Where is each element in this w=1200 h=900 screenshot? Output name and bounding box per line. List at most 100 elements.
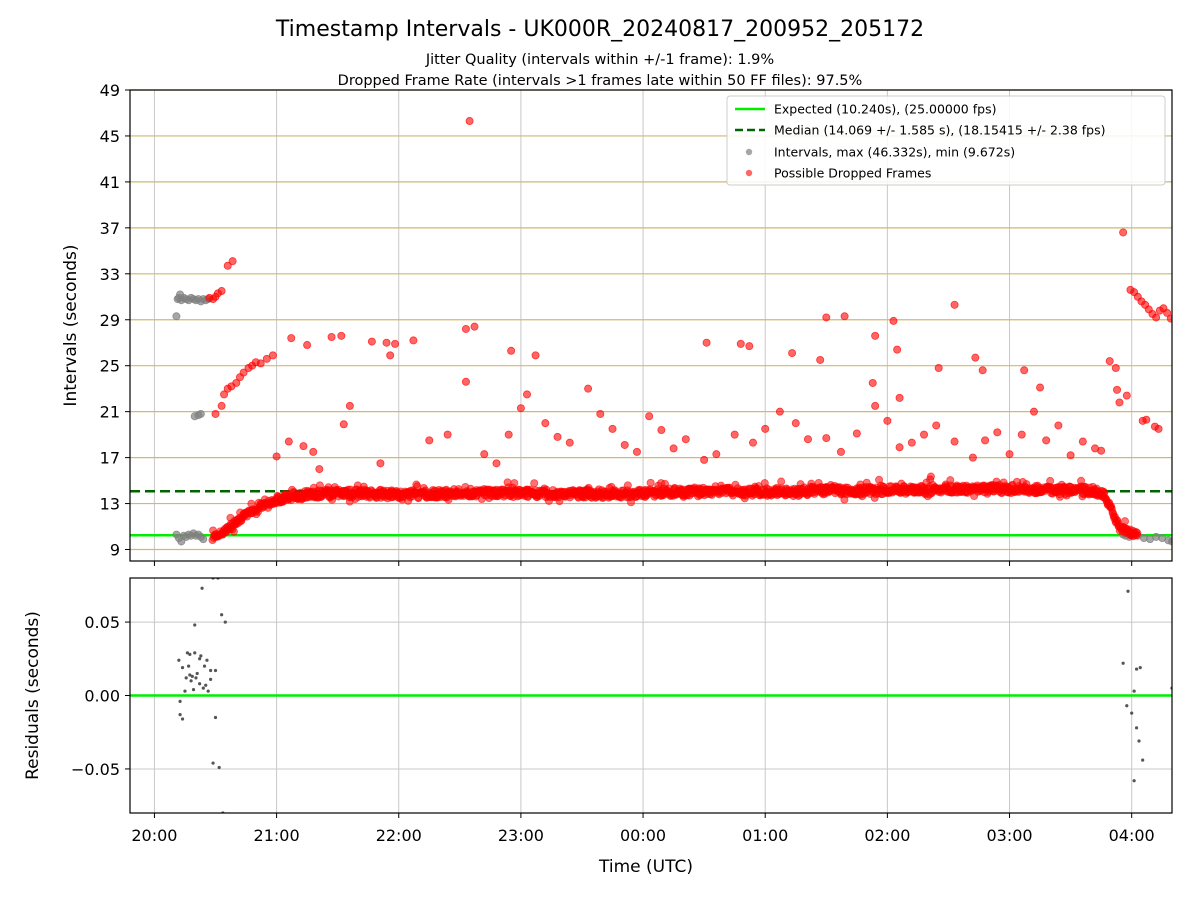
residual-point <box>1134 726 1139 730</box>
dropped-frame-point <box>1152 313 1161 322</box>
dropped-frame-point <box>425 436 434 445</box>
dropped-frame-point <box>657 426 666 435</box>
dropped-frame-point <box>1029 407 1038 416</box>
dropped-frame-point <box>228 257 237 266</box>
x-tick-label: 04:00 <box>1109 826 1155 845</box>
dropped-frame-point <box>584 384 593 393</box>
dropped-frame-point <box>382 338 391 347</box>
residual-point <box>191 688 196 692</box>
dropped-frame-point <box>1133 529 1142 538</box>
y-tick-label-top: 33 <box>100 265 120 284</box>
residuals-panel: 20:00 21:00 22:00 23:00 00:00 01:00 02:00 03:00… <box>23 577 1173 877</box>
legend-entry: Median (14.069 +/- 1.585 s), (18.15415 +… <box>774 123 1105 138</box>
dropped-frame-point <box>531 351 540 360</box>
interval-point <box>1168 537 1172 546</box>
dropped-frame-point <box>702 338 711 347</box>
dropped-frame-point <box>309 447 318 456</box>
dropped-frame-point <box>926 472 935 481</box>
x-tick-label: 03:00 <box>986 826 1032 845</box>
y-tick-label-top: 13 <box>100 495 120 514</box>
x-tick-label: 02:00 <box>864 826 910 845</box>
dropped-frame-point <box>480 450 489 459</box>
dropped-frame-point <box>1017 430 1026 439</box>
dropped-frame-point <box>303 341 312 350</box>
dropped-frame-point <box>596 409 605 418</box>
dropped-frame-point <box>386 351 395 360</box>
residual-points <box>177 578 1172 813</box>
residuals-axes-frame <box>129 577 1173 814</box>
dropped-frame-point <box>791 419 800 428</box>
x-tick-label: 23:00 <box>498 826 544 845</box>
dropped-frame-point <box>1005 450 1014 459</box>
dropped-frame-point <box>822 434 831 443</box>
dropped-frame-point <box>950 437 959 446</box>
y-tick-label-bottom: 0.05 <box>84 613 120 632</box>
dropped-frame-point <box>1036 383 1045 392</box>
intervals-panel: 9 13 17 21 25 29 33 37 41 45 49 Intervals (seconds)… <box>61 81 1173 566</box>
chart-subtitle-jitter: Jitter Quality (intervals within +/-1 fr… <box>425 52 774 68</box>
residual-point <box>1138 665 1142 670</box>
dropped-frame-point <box>315 465 324 474</box>
residual-point <box>1137 739 1141 743</box>
residual-point <box>198 682 202 686</box>
dropped-frame-point <box>934 364 943 373</box>
residual-point <box>185 651 190 655</box>
residual-point <box>1125 704 1129 708</box>
dropped-frame-point <box>1020 366 1029 375</box>
residual-point <box>220 613 224 617</box>
dropped-frame-point <box>1097 446 1106 455</box>
y-tick-label-top: 21 <box>100 403 120 422</box>
residual-point <box>1134 667 1139 671</box>
dropped-frame-point <box>620 440 629 449</box>
dropped-frame-point <box>504 430 513 439</box>
residual-point <box>204 683 208 687</box>
dropped-frame-point <box>623 481 632 490</box>
legend-box <box>726 95 1166 186</box>
x-tick-label: 01:00 <box>742 826 788 845</box>
residual-point <box>180 665 185 670</box>
dropped-frame-point <box>893 345 902 354</box>
y-axis-label-intervals: Intervals (seconds) <box>61 244 81 406</box>
residual-point <box>188 652 192 656</box>
dropped-frames-band <box>208 472 1142 545</box>
dropped-frame-point <box>262 354 271 363</box>
y-tick-label-top: 25 <box>100 357 120 376</box>
dropped-frame-point <box>256 359 265 368</box>
residual-point <box>209 677 213 681</box>
dropped-frame-point <box>1054 421 1063 430</box>
residual-point <box>183 689 187 693</box>
dropped-frame-point <box>1121 517 1130 526</box>
dropped-frame-point <box>367 337 376 346</box>
residual-point <box>205 658 209 662</box>
dropped-frame-point <box>510 479 519 488</box>
dropped-frame-point <box>523 390 532 399</box>
x-axis-label: Time (UTC) <box>598 857 693 877</box>
dropped-frame-point <box>788 349 797 358</box>
y-tick-label-top: 49 <box>100 81 120 100</box>
y-axis-label-residuals: Residuals (seconds) <box>23 611 43 780</box>
dropped-frame-point <box>272 452 281 461</box>
y-tick-label-bottom: −0.05 <box>71 760 120 779</box>
dropped-frame-point <box>608 424 617 433</box>
y-tick-label-bottom: 0.00 <box>84 687 120 706</box>
dropped-frame-point <box>777 477 786 486</box>
dropped-frame-point <box>507 346 516 355</box>
dropped-frame-point <box>822 313 831 322</box>
residual-point <box>190 674 194 679</box>
residual-point <box>1132 689 1136 693</box>
dropped-frame-point <box>730 430 739 439</box>
dropped-frame-point <box>871 401 880 410</box>
dropped-frame-point <box>239 368 248 377</box>
dropped-frame-point <box>461 324 470 333</box>
dropped-frame-point <box>1142 415 1151 424</box>
dropped-frame-point <box>871 331 880 340</box>
dropped-frame-point <box>327 332 336 341</box>
dropped-frame-point <box>736 339 745 348</box>
residual-point <box>178 699 182 703</box>
dropped-frame-point <box>907 438 916 447</box>
dropped-frame-point <box>681 435 690 444</box>
dropped-frame-point <box>1154 424 1163 433</box>
dropped-frame-point <box>339 420 348 429</box>
residual-point <box>195 671 199 676</box>
dropped-frame-point <box>868 378 877 387</box>
